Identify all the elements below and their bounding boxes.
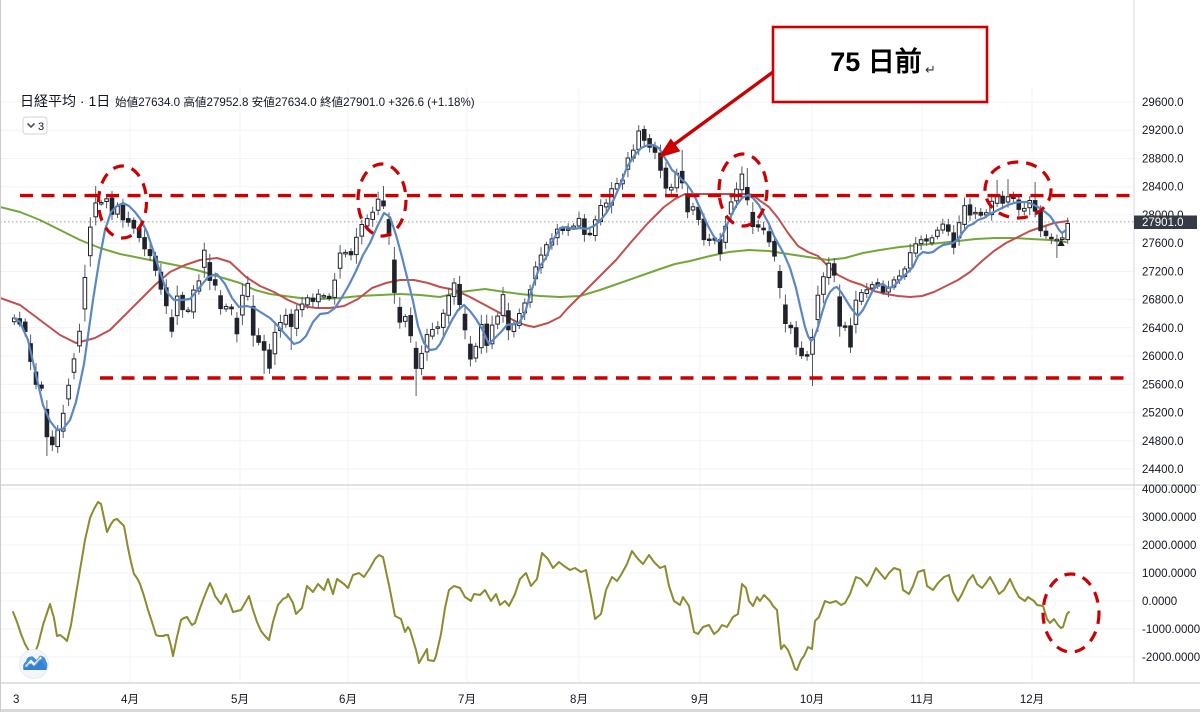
svg-text:10月: 10月 <box>800 694 824 706</box>
svg-text:75 日前: 75 日前 <box>830 46 922 77</box>
svg-text:4000.0000: 4000.0000 <box>1142 484 1196 496</box>
svg-text:25600.0: 25600.0 <box>1142 379 1184 391</box>
svg-text:28400.0: 28400.0 <box>1142 182 1184 194</box>
svg-text:29600.0: 29600.0 <box>1142 97 1184 109</box>
svg-text:26800.0: 26800.0 <box>1142 295 1184 307</box>
svg-text:29200.0: 29200.0 <box>1142 125 1184 137</box>
svg-text:24400.0: 24400.0 <box>1142 464 1184 476</box>
svg-text:5月: 5月 <box>231 694 249 706</box>
svg-text:4月: 4月 <box>121 694 139 706</box>
svg-text:26400.0: 26400.0 <box>1142 323 1184 335</box>
svg-text:11月: 11月 <box>910 694 933 706</box>
svg-text:6月: 6月 <box>339 694 357 706</box>
svg-text:-2000.0000: -2000.0000 <box>1142 652 1200 664</box>
svg-text:-1000.0000: -1000.0000 <box>1142 624 1200 636</box>
svg-text:25200.0: 25200.0 <box>1142 408 1184 420</box>
svg-text:2000.0000: 2000.0000 <box>1142 540 1196 552</box>
svg-text:27600.0: 27600.0 <box>1142 238 1184 250</box>
svg-text:27901.0: 27901.0 <box>1142 217 1184 229</box>
svg-text:3: 3 <box>13 694 19 706</box>
svg-text:3000.0000: 3000.0000 <box>1142 512 1196 524</box>
svg-text:3: 3 <box>38 121 44 133</box>
svg-text:日経平均 · 1日: 日経平均 · 1日 <box>20 93 110 109</box>
svg-text:24800.0: 24800.0 <box>1142 436 1184 448</box>
svg-text:8月: 8月 <box>570 694 588 706</box>
svg-text:9月: 9月 <box>691 694 709 706</box>
svg-text:0.0000: 0.0000 <box>1142 596 1177 608</box>
svg-text:28800.0: 28800.0 <box>1142 154 1184 166</box>
svg-text:7月: 7月 <box>458 694 476 706</box>
svg-text:27200.0: 27200.0 <box>1142 266 1184 278</box>
svg-text:始値27634.0 高値27952.8 安値27634.0: 始値27634.0 高値27952.8 安値27634.0 終値27901.0 … <box>115 95 475 109</box>
svg-text:1000.0000: 1000.0000 <box>1142 568 1196 580</box>
svg-text:12月: 12月 <box>1020 694 1044 706</box>
svg-text:26000.0: 26000.0 <box>1142 351 1184 363</box>
svg-text:↵: ↵ <box>925 62 936 77</box>
